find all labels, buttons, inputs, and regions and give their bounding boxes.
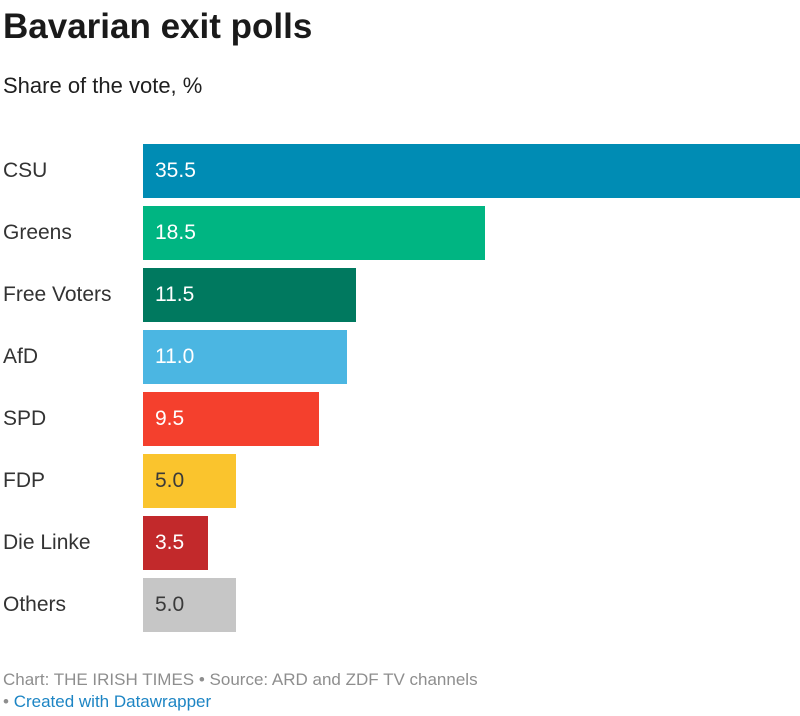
bar: 18.5 (143, 205, 486, 260)
bar-row: CSU 35.5 (3, 143, 800, 198)
bar-row: FDP 5.0 (3, 453, 800, 508)
bar-track: 11.0 (143, 329, 800, 384)
bar-track: 3.5 (143, 515, 800, 570)
value-label: 18.5 (155, 220, 196, 244)
value-label: 35.5 (155, 158, 196, 182)
value-label: 11.5 (155, 282, 195, 306)
bar-row: AfD 11.0 (3, 329, 800, 384)
bar-track: 35.5 (143, 143, 800, 198)
bar-chart: CSU 35.5 Greens 18.5 Free Voters 11.5 AfD 11.0 S… (3, 101, 800, 632)
bar-track: 11.5 (143, 267, 800, 322)
datawrapper-link[interactable]: Created with Datawrapper (13, 692, 212, 712)
category-label: Die Linke (3, 530, 91, 554)
category-label: CSU (3, 158, 48, 182)
value-label: 3.5 (155, 530, 185, 554)
bar: 3.5 (143, 515, 208, 570)
bar: 5.0 (143, 577, 236, 632)
category-label: AfD (3, 344, 39, 368)
value-label: 9.5 (155, 406, 185, 430)
category-label: Free Voters (3, 282, 112, 306)
footer-attribution-line: • Created with Datawrapper (3, 691, 800, 713)
category-label: FDP (3, 468, 45, 492)
footer-credit-line: Chart: THE IRISH TIMES • Source: ARD and… (3, 669, 800, 691)
chart-footer: Chart: THE IRISH TIMES • Source: ARD and… (3, 640, 800, 714)
chart-title: Bavarian exit polls (3, 7, 313, 46)
value-label: 11.0 (155, 344, 195, 368)
bar-row: Greens 18.5 (3, 205, 800, 260)
category-label: Others (3, 592, 67, 616)
bar-track: 18.5 (143, 205, 800, 260)
bar: 35.5 (143, 143, 800, 198)
bar-row: Die Linke 3.5 (3, 515, 800, 570)
category-label: SPD (3, 406, 47, 430)
bar-row: Others 5.0 (3, 577, 800, 632)
bar-row: Free Voters 11.5 (3, 267, 800, 322)
bar: 9.5 (143, 391, 319, 446)
bar: 11.0 (143, 329, 347, 384)
chart-subtitle: Share of the vote, % (3, 73, 203, 98)
bar-track: 5.0 (143, 453, 800, 508)
bar: 5.0 (143, 453, 236, 508)
bar-track: 5.0 (143, 577, 800, 632)
value-label: 5.0 (155, 592, 185, 616)
category-label: Greens (3, 220, 72, 244)
footer-credit: Chart: THE IRISH TIMES • Source: ARD and… (3, 669, 478, 689)
bar: 11.5 (143, 267, 356, 322)
bar-track: 9.5 (143, 391, 800, 446)
bar-row: SPD 9.5 (3, 391, 800, 446)
footer-bullet: • (3, 692, 9, 712)
value-label: 5.0 (155, 468, 185, 492)
